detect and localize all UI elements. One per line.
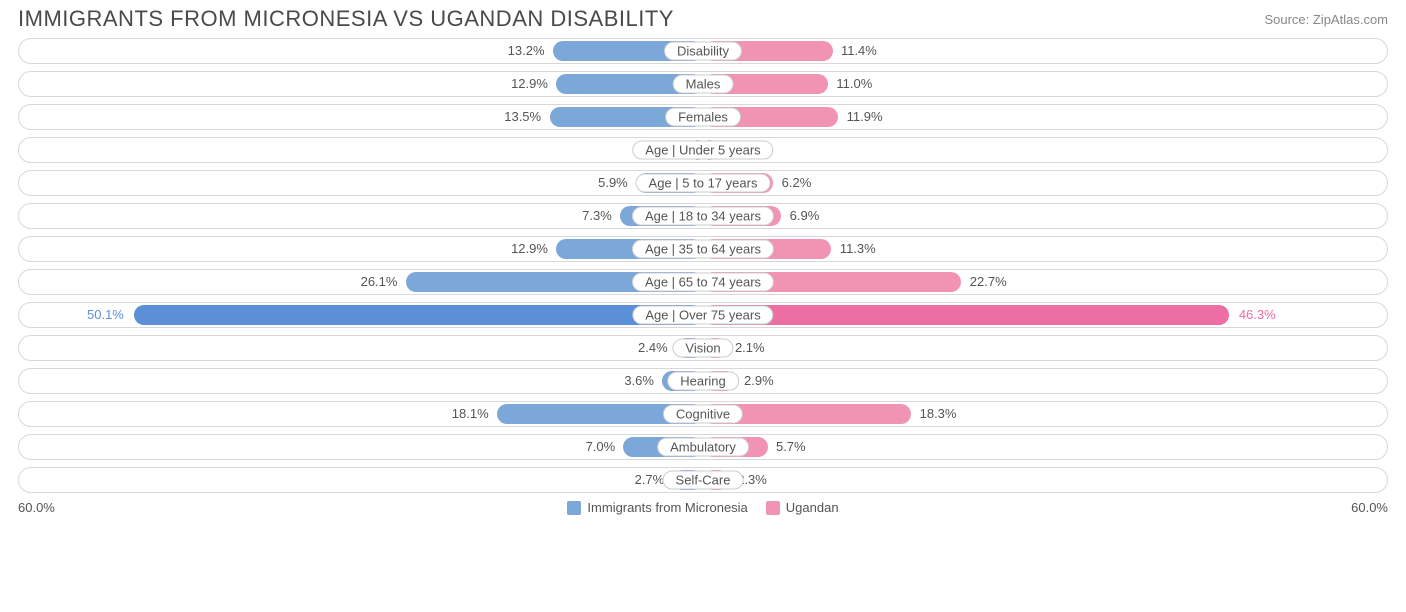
value-right: 5.7% [776,435,806,459]
value-left: 26.1% [361,270,398,294]
category-pill: Cognitive [663,405,743,424]
value-left: 50.1% [87,303,124,327]
chart-row: 1.0%1.1%Age | Under 5 years [18,137,1388,163]
legend-label-right: Ugandan [786,500,839,515]
value-right: 6.2% [782,171,812,195]
chart-row: 2.4% 2.1%Vision [18,335,1388,361]
chart-title: IMMIGRANTS FROM MICRONESIA VS UGANDAN DI… [18,6,674,32]
chart-row: 12.9% 11.3% Age | 35 to 64 years [18,236,1388,262]
value-left: 12.9% [511,237,548,261]
value-left: 13.5% [504,105,541,129]
category-pill: Age | 35 to 64 years [632,240,774,259]
chart-header: IMMIGRANTS FROM MICRONESIA VS UGANDAN DI… [0,0,1406,34]
value-right: 46.3% [1239,303,1276,327]
category-pill: Disability [664,42,742,61]
value-left: 2.4% [638,336,668,360]
chart-row: 7.0% 5.7% Ambulatory [18,434,1388,460]
category-pill: Age | Over 75 years [632,306,773,325]
chart-footer: 60.0% Immigrants from Micronesia Ugandan… [0,500,1406,525]
legend-item-right: Ugandan [766,500,839,515]
value-left: 7.0% [586,435,616,459]
value-right: 18.3% [920,402,957,426]
value-right: 22.7% [970,270,1007,294]
value-left: 7.3% [582,204,612,228]
category-pill: Age | 18 to 34 years [632,207,774,226]
bar-left [134,305,703,325]
chart-row: 50.1% 46.3% Age | Over 75 years [18,302,1388,328]
category-pill: Self-Care [663,471,744,490]
chart-row: 5.9% 6.2% Age | 5 to 17 years [18,170,1388,196]
chart-row: 7.3% 6.9% Age | 18 to 34 years [18,203,1388,229]
category-pill: Age | Under 5 years [632,141,773,160]
value-right: 2.9% [744,369,774,393]
value-left: 5.9% [598,171,628,195]
category-pill: Males [673,75,734,94]
value-left: 12.9% [511,72,548,96]
bar-right [703,305,1229,325]
value-right: 6.9% [790,204,820,228]
value-right: 11.4% [841,39,877,63]
category-pill: Age | 5 to 17 years [636,174,771,193]
chart-row: 13.2% 11.4% Disability [18,38,1388,64]
category-pill: Females [665,108,741,127]
value-left: 18.1% [452,402,489,426]
value-right: 11.9% [847,105,883,129]
legend-item-left: Immigrants from Micronesia [567,500,747,515]
value-right: 11.0% [836,72,872,96]
legend-swatch-right [766,501,780,515]
chart-row: 13.5% 11.9% Females [18,104,1388,130]
category-pill: Hearing [667,372,739,391]
value-right: 2.1% [735,336,765,360]
axis-max-right: 60.0% [1328,500,1388,515]
chart-source: Source: ZipAtlas.com [1264,12,1388,27]
chart-row: 26.1% 22.7% Age | 65 to 74 years [18,269,1388,295]
value-right: 11.3% [840,237,876,261]
chart-legend: Immigrants from Micronesia Ugandan [78,500,1328,515]
chart-row: 18.1% 18.3% Cognitive [18,401,1388,427]
value-left: 13.2% [508,39,545,63]
category-pill: Age | 65 to 74 years [632,273,774,292]
chart-row: 2.7%2.3%Self-Care [18,467,1388,493]
value-left: 3.6% [624,369,654,393]
legend-swatch-left [567,501,581,515]
chart-row: 3.6% 2.9% Hearing [18,368,1388,394]
value-left: 2.7% [635,468,665,492]
axis-max-left: 60.0% [18,500,78,515]
chart-row: 12.9% 11.0% Males [18,71,1388,97]
diverging-bar-chart: 13.2% 11.4% Disability 12.9% 11.0% Males 13.5%… [0,34,1406,493]
legend-label-left: Immigrants from Micronesia [587,500,747,515]
category-pill: Ambulatory [657,438,749,457]
category-pill: Vision [672,339,733,358]
